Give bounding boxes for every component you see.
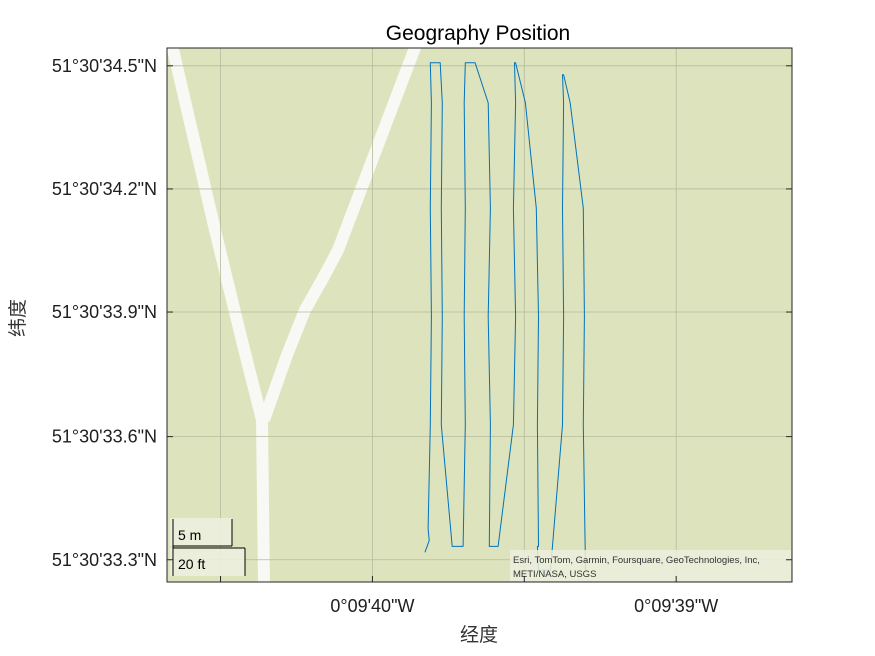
x-tick-label: 0°09'39"W: [634, 596, 718, 616]
y-tick-label: 51°30'34.5"N: [52, 56, 157, 76]
y-axis-label: 纬度: [7, 299, 29, 337]
axes-border: [166, 47, 793, 583]
track-series-0: [424, 62, 586, 571]
attribution-line-1: Esri, TomTom, Garmin, Foursquare, GeoTec…: [513, 555, 760, 566]
x-axis-label: 经度: [460, 624, 498, 646]
road-diagonal: [258, 48, 422, 423]
basemap-roads: [167, 48, 422, 582]
y-tick-label: 51°30'33.6"N: [52, 427, 157, 447]
basemap-land: [167, 48, 792, 582]
map-attribution: Esri, TomTom, Garmin, Foursquare, GeoTec…: [510, 550, 791, 581]
y-tick-label: 51°30'33.3"N: [52, 550, 157, 570]
track-layer: [424, 62, 586, 571]
map-grid: [167, 48, 792, 582]
y-tick-label: 51°30'33.9"N: [52, 302, 157, 322]
y-tick-label: 51°30'34.2"N: [52, 179, 157, 199]
scale-bar-metric-label: 5 m: [178, 527, 201, 543]
chart-title: Geography Position: [386, 22, 570, 45]
x-tick-label: 0°09'40"W: [330, 596, 414, 616]
axis-ticks: 51°30'34.5"N 51°30'34.2"N 51°30'33.9"N 51°3…: [52, 56, 792, 616]
road-left: [167, 48, 270, 582]
scale-bar-imperial-label: 20 ft: [178, 556, 205, 572]
attribution-background: [510, 550, 791, 581]
scale-bar: 5 m 20 ft: [170, 518, 246, 576]
attribution-line-2: METI/NASA, USGS: [513, 569, 596, 580]
scale-bar-metric-box: [170, 518, 232, 546]
scale-bar-imperial-box: [170, 548, 245, 576]
map-axes[interactable]: 5 m 20 ft Esri, TomTom, Garmin, Foursqua…: [166, 45, 793, 585]
